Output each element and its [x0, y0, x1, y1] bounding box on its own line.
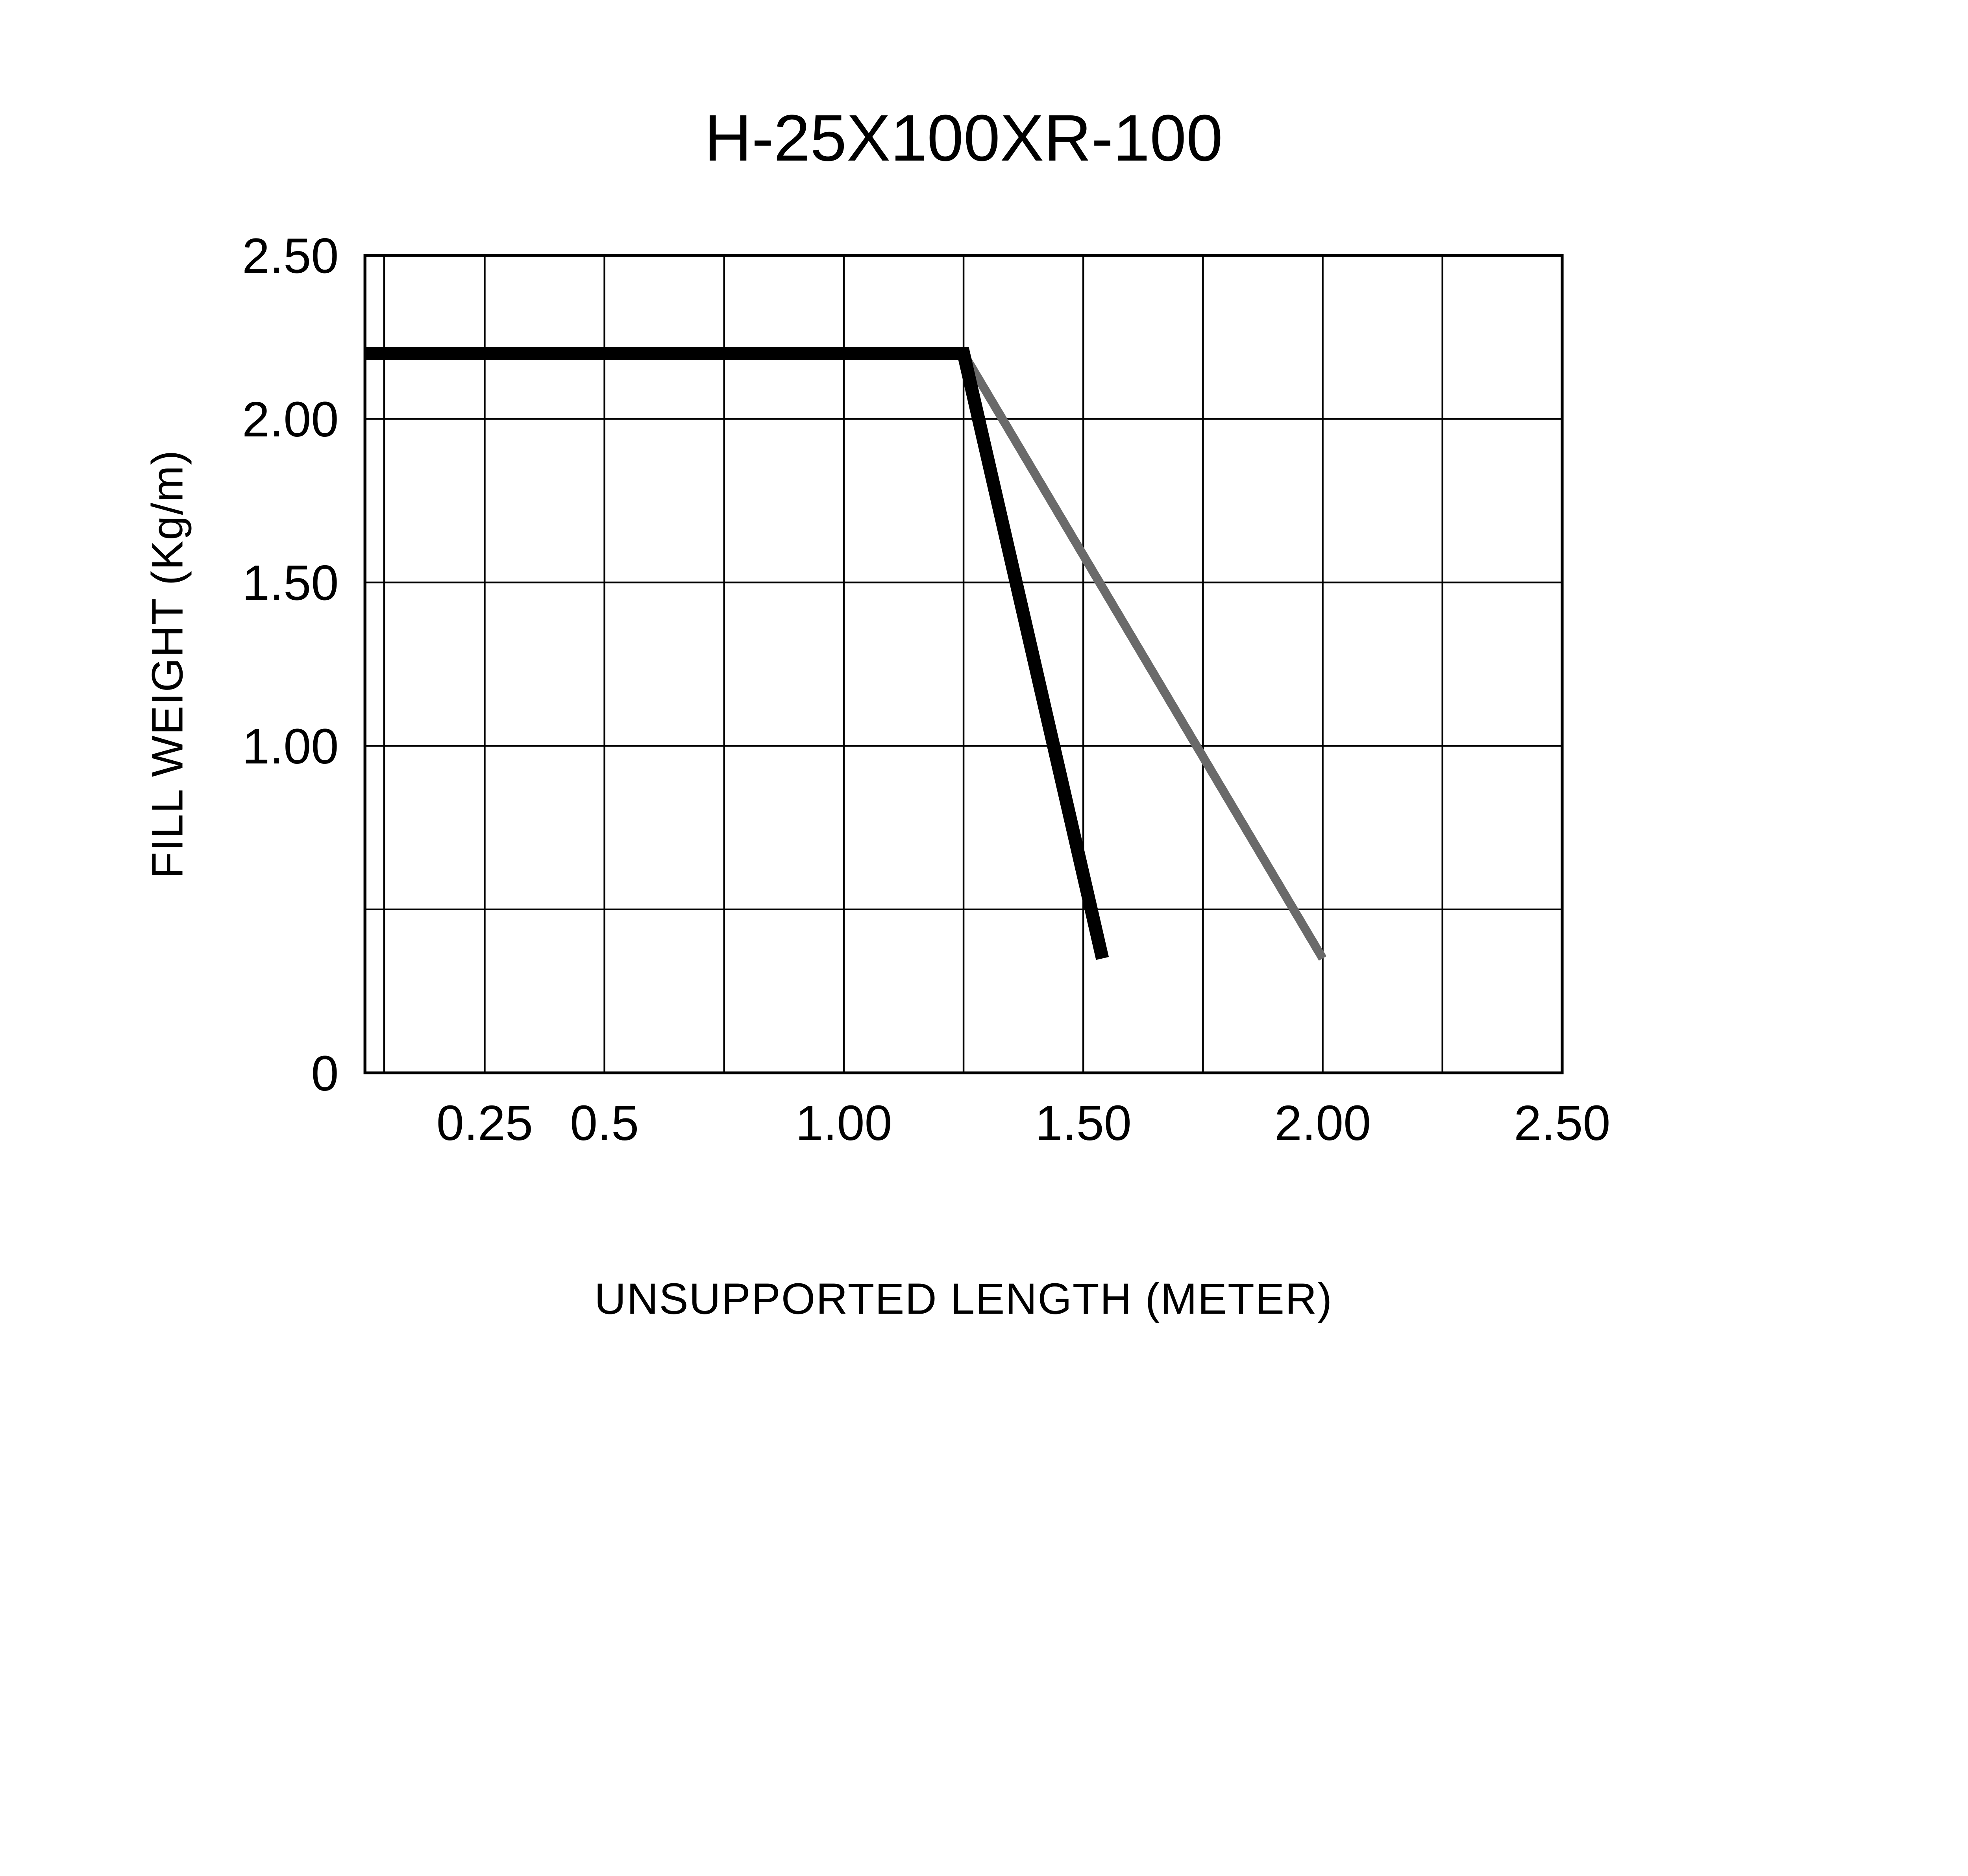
x-tick-label: 0.25 [437, 1095, 533, 1151]
load-chart: H-25X100XR-100 0.25 0.5 1.00 1.50 2.00 2.50 0… [0, 0, 1968, 1391]
x-tick-label: 0.5 [570, 1095, 639, 1151]
y-tick-label: 2.00 [242, 392, 338, 447]
x-tick-label: 2.00 [1274, 1095, 1371, 1151]
x-tick-label: 1.50 [1035, 1095, 1131, 1151]
y-axis-label: FILL WEIGHT (Kg/m) [143, 449, 192, 879]
y-tick-label: 1.00 [242, 719, 338, 774]
x-axis-label: UNSUPPORTED LENGTH (METER) [594, 1274, 1333, 1323]
chart-title: H-25X100XR-100 [704, 102, 1223, 175]
chart-background [0, 0, 1968, 1391]
y-tick-label: 0 [311, 1046, 338, 1101]
y-tick-label: 2.50 [242, 228, 338, 284]
x-tick-label: 2.50 [1514, 1095, 1610, 1151]
y-tick-label: 1.50 [242, 555, 338, 610]
x-tick-label: 1.00 [795, 1095, 892, 1151]
